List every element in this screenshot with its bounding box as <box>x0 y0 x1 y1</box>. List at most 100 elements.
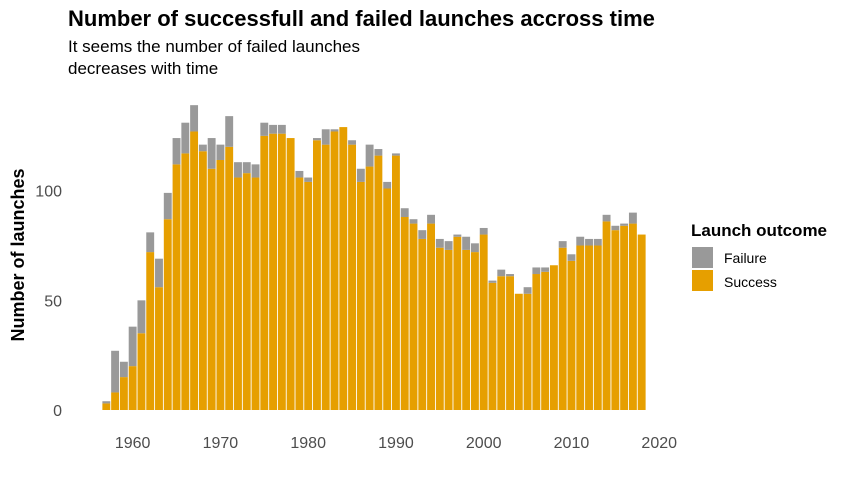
bar-success-2011 <box>576 245 585 410</box>
bar-failure-1997 <box>453 234 462 237</box>
bar-failure-1994 <box>427 214 435 224</box>
bar-failure-2001 <box>488 280 497 283</box>
bar-success-1980 <box>304 181 313 410</box>
bar-failure-1963 <box>155 258 163 288</box>
bar-success-1981 <box>313 140 321 410</box>
bar-success-1971 <box>225 146 234 411</box>
bar-failure-1990 <box>391 153 400 156</box>
bar-failure-1961 <box>137 300 146 334</box>
x-tick-label-1990: 1990 <box>378 435 414 452</box>
bars-group <box>102 105 646 411</box>
bar-success-1972 <box>234 177 242 410</box>
bar-failure-1969 <box>207 138 216 169</box>
bar-success-1970 <box>216 159 225 410</box>
bar-failure-1968 <box>198 144 207 152</box>
bar-failure-1959 <box>119 361 128 378</box>
y-tick-label-0: 0 <box>53 403 62 420</box>
bar-failure-1986 <box>356 168 365 182</box>
bar-success-2004 <box>514 293 523 410</box>
y-axis-title: Number of launches <box>8 168 28 341</box>
bar-failure-1976 <box>269 124 278 134</box>
bar-success-2006 <box>532 274 541 410</box>
bar-success-1991 <box>400 217 409 410</box>
bar-failure-1974 <box>251 164 260 178</box>
bar-failure-1966 <box>181 122 190 154</box>
bar-success-1987 <box>365 166 374 410</box>
bar-success-1968 <box>198 151 207 410</box>
bar-success-2015 <box>611 230 620 410</box>
chart-subtitle-line-2: decreases with time <box>68 59 218 78</box>
bar-failure-2014 <box>602 214 611 222</box>
bar-success-1974 <box>251 177 260 410</box>
y-tick-label-100: 100 <box>35 184 62 201</box>
bar-success-1958 <box>111 392 120 410</box>
bar-success-2014 <box>602 221 611 410</box>
x-tick-label-1970: 1970 <box>203 435 239 452</box>
bar-success-2016 <box>620 225 629 410</box>
bar-failure-1987 <box>365 144 374 167</box>
bar-failure-1988 <box>374 149 383 156</box>
bar-failure-1967 <box>190 105 199 132</box>
bar-success-1993 <box>418 238 427 410</box>
bar-failure-1962 <box>146 232 155 253</box>
bar-failure-2007 <box>541 267 550 272</box>
bar-success-1982 <box>321 144 330 411</box>
bar-success-1988 <box>374 155 383 410</box>
bar-success-1992 <box>409 223 418 410</box>
bar-failure-2010 <box>567 254 576 261</box>
chart-subtitle-line-1: It seems the number of failed launches <box>68 37 360 56</box>
bar-failure-1975 <box>260 122 269 136</box>
bar-success-1999 <box>470 252 479 410</box>
x-tick-label-2010: 2010 <box>554 435 590 452</box>
bar-success-1957 <box>102 403 111 410</box>
y-axis: 0 50 100 <box>35 184 62 420</box>
bar-success-1989 <box>383 188 392 410</box>
bar-success-1967 <box>190 131 199 410</box>
bar-success-2010 <box>567 260 576 410</box>
chart-title: Number of successfull and failed launche… <box>68 6 655 31</box>
bar-success-1966 <box>181 153 190 410</box>
bar-success-1975 <box>260 135 269 411</box>
bar-success-1984 <box>339 127 348 410</box>
bar-failure-1977 <box>277 124 286 134</box>
bar-failure-1960 <box>128 326 137 367</box>
bar-failure-2000 <box>479 227 488 235</box>
bar-failure-2006 <box>532 267 541 275</box>
bar-success-2001 <box>488 282 497 410</box>
bar-success-2002 <box>497 276 506 410</box>
bar-success-2009 <box>558 247 567 410</box>
bar-success-1996 <box>444 249 453 410</box>
legend-swatch-failure <box>692 247 713 268</box>
bar-success-1963 <box>155 287 163 410</box>
bar-success-1997 <box>453 236 462 410</box>
x-tick-label-2020: 2020 <box>641 435 677 452</box>
bar-failure-1981 <box>313 138 321 141</box>
bar-failure-2003 <box>506 274 514 277</box>
bar-success-2007 <box>541 271 550 410</box>
bar-success-1998 <box>462 249 471 410</box>
legend-swatch-success <box>692 270 713 291</box>
bar-failure-1998 <box>462 236 471 250</box>
bar-failure-1993 <box>418 230 427 239</box>
bar-success-1962 <box>146 252 155 410</box>
legend: Launch outcome Failure Success <box>691 221 827 291</box>
legend-label-success: Success <box>724 274 777 290</box>
bar-failure-2017 <box>628 212 637 224</box>
bar-success-1983 <box>330 131 339 410</box>
bar-success-2017 <box>628 223 637 410</box>
bar-success-1994 <box>427 223 435 410</box>
bar-success-1964 <box>163 219 172 410</box>
bar-failure-1996 <box>444 241 453 250</box>
bar-failure-1995 <box>435 238 444 248</box>
bar-success-1965 <box>172 164 181 410</box>
bar-success-1985 <box>348 144 357 411</box>
bar-success-1976 <box>269 133 278 411</box>
bar-failure-1999 <box>470 243 479 253</box>
bar-success-1960 <box>128 366 137 410</box>
bar-failure-1965 <box>172 138 181 165</box>
bar-success-2008 <box>549 265 558 410</box>
bar-failure-1971 <box>225 116 234 147</box>
bar-failure-1973 <box>242 162 251 174</box>
bar-success-2005 <box>523 293 532 410</box>
